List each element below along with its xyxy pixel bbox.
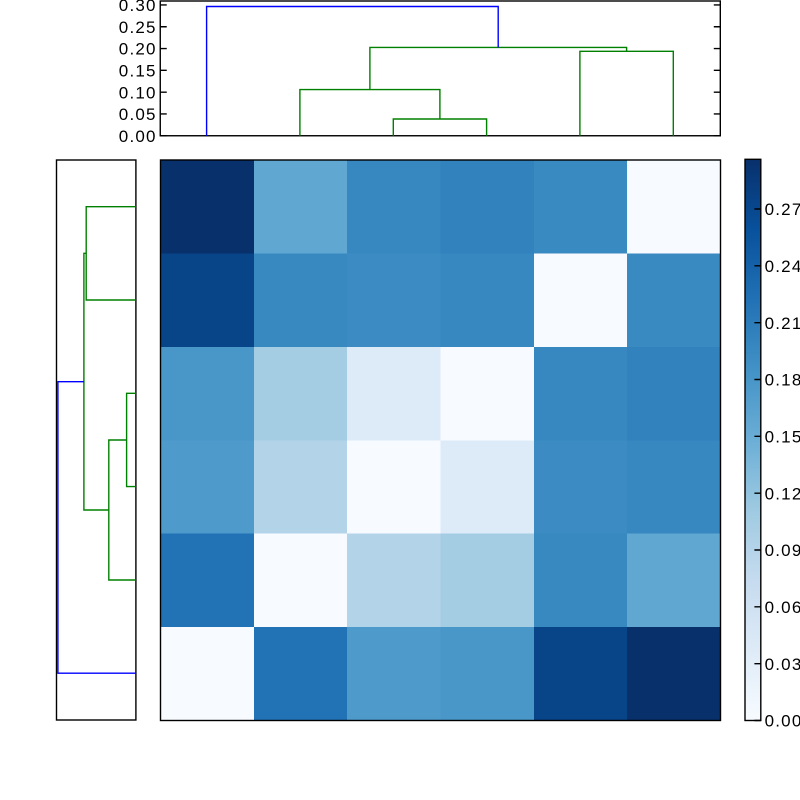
svg-text:0.06: 0.06: [765, 598, 800, 617]
svg-text:0.25: 0.25: [119, 18, 157, 37]
svg-text:0.03: 0.03: [765, 655, 800, 674]
svg-text:0.27: 0.27: [765, 200, 800, 219]
svg-text:0.20: 0.20: [119, 40, 157, 59]
svg-text:0.09: 0.09: [765, 541, 800, 560]
svg-text:0.10: 0.10: [119, 83, 157, 102]
svg-text:0.05: 0.05: [119, 105, 157, 124]
svg-text:0.12: 0.12: [765, 484, 800, 503]
svg-text:0.21: 0.21: [765, 314, 800, 333]
svg-text:0.24: 0.24: [765, 257, 800, 276]
svg-text:0.00: 0.00: [119, 127, 157, 146]
svg-text:0.15: 0.15: [765, 427, 800, 446]
svg-text:0.30: 0.30: [119, 0, 157, 15]
svg-text:0.15: 0.15: [119, 61, 157, 80]
svg-text:0.00: 0.00: [765, 712, 800, 731]
svg-text:0.18: 0.18: [765, 371, 800, 390]
